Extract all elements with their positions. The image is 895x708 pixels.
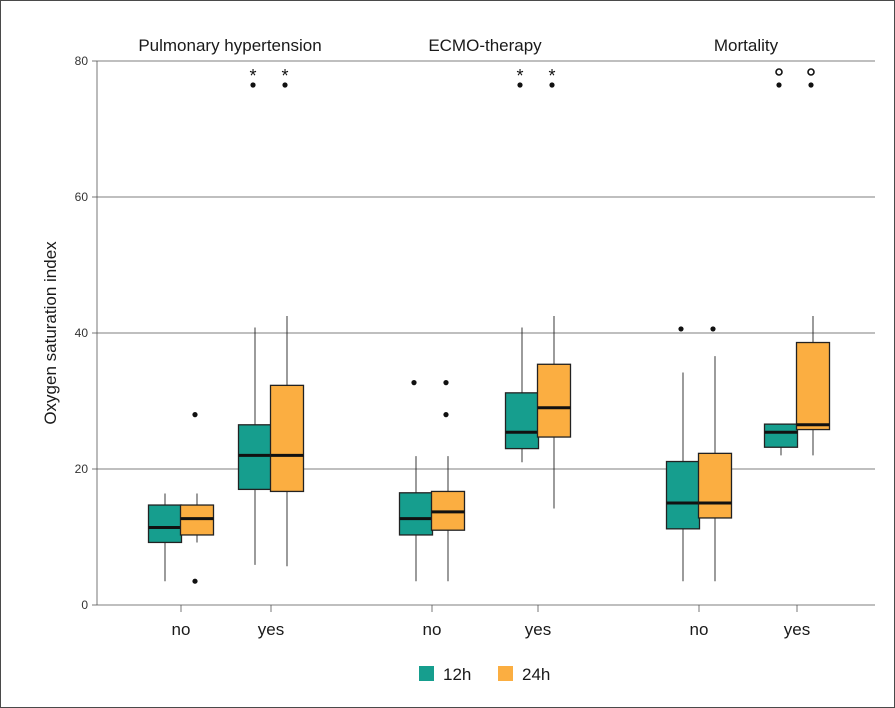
- x-category-label: yes: [525, 620, 551, 639]
- box-12h: [665, 460, 701, 530]
- outlier-point: [192, 578, 198, 584]
- outlier-point: [443, 412, 449, 418]
- x-category-label: yes: [258, 620, 284, 639]
- extreme-point: [808, 82, 814, 88]
- legend-swatch-24h: [498, 666, 513, 681]
- outlier-point: [678, 326, 684, 332]
- box-24h: [697, 452, 733, 519]
- outlier-point: [192, 412, 198, 418]
- box-24h: [795, 341, 831, 431]
- box-12h: [147, 504, 183, 544]
- y-tick-label: 40: [75, 326, 89, 340]
- box-12h: [763, 423, 799, 448]
- legend-label: 12h: [443, 665, 471, 684]
- x-category-label: yes: [784, 620, 810, 639]
- box-12h: [504, 392, 540, 450]
- y-tick-label: 0: [81, 598, 88, 612]
- y-tick-label: 20: [75, 462, 89, 476]
- extreme-marker-star: *: [548, 66, 555, 86]
- extreme-marker-star: *: [516, 66, 523, 86]
- extreme-marker-circle: [775, 68, 783, 76]
- extreme-marker-circle: [807, 68, 815, 76]
- extreme-point: [250, 82, 256, 88]
- y-tick-label: 60: [75, 190, 89, 204]
- x-category-label: no: [172, 620, 191, 639]
- x-category-label: no: [690, 620, 709, 639]
- y-tick-label: 80: [75, 54, 89, 68]
- extreme-point: [549, 82, 555, 88]
- legend-swatch-12h: [419, 666, 434, 681]
- panel-title: Pulmonary hypertension: [138, 36, 321, 55]
- extreme-point: [776, 82, 782, 88]
- extreme-marker-star: *: [281, 66, 288, 86]
- box-12h: [398, 492, 434, 536]
- x-category-label: no: [423, 620, 442, 639]
- y-axis-title: Oxygen saturation index: [41, 241, 60, 425]
- outlier-point: [411, 380, 417, 386]
- extreme-point: [282, 82, 288, 88]
- box-24h: [536, 363, 572, 438]
- box-12h: [237, 424, 273, 491]
- extreme-point: [517, 82, 523, 88]
- extreme-marker-star: *: [249, 66, 256, 86]
- box-24h: [269, 384, 305, 493]
- outlier-point: [443, 380, 449, 386]
- outlier-point: [710, 326, 716, 332]
- legend-label: 24h: [522, 665, 550, 684]
- panel-title: ECMO-therapy: [428, 36, 542, 55]
- panel-title: Mortality: [714, 36, 779, 55]
